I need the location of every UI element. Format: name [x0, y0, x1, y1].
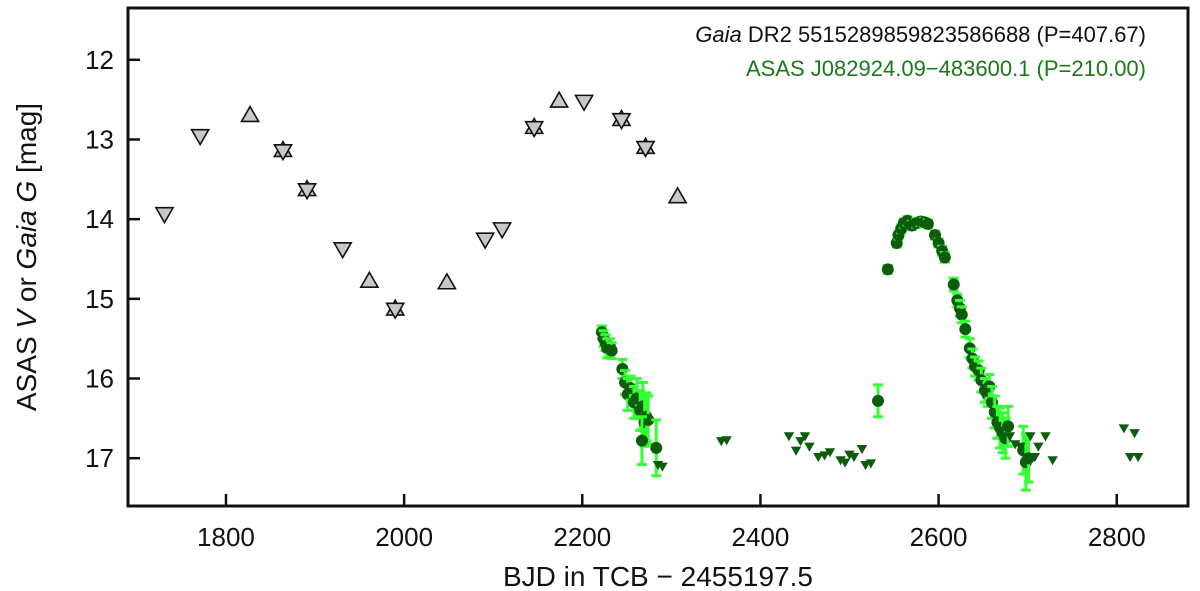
- x-tick-label: 2400: [732, 522, 790, 552]
- asas-upper-limit: [795, 437, 806, 447]
- asas-point: [635, 434, 648, 447]
- asas-upper-limit: [865, 459, 877, 469]
- asas-upper-limit: [783, 432, 795, 442]
- asas-upper-limit: [799, 432, 811, 442]
- asas-point: [938, 251, 951, 264]
- asas-upper-limit: [1015, 442, 1026, 452]
- asas-upper-limit: [1124, 453, 1136, 463]
- asas-upper-limit: [1029, 453, 1041, 463]
- y-tick-label: 12: [85, 45, 114, 75]
- legend-entry-gaia: Gaia DR2 5515289859823586688 (P=407.67): [695, 22, 1146, 47]
- asas-upper-limit: [839, 458, 851, 468]
- asas-upper-limit: [1129, 429, 1140, 439]
- data-marks: [154, 90, 1144, 492]
- asas-point: [650, 441, 663, 454]
- legend-entry-asas: ASAS J082924.09−483600.1 (P=210.00): [746, 56, 1146, 81]
- gaia-point-up: [436, 272, 457, 290]
- x-tick-label: 2200: [553, 522, 611, 552]
- y-tick-label: 17: [85, 443, 114, 473]
- gaia-point-down: [574, 94, 595, 112]
- asas-point: [1002, 420, 1015, 433]
- gaia-point-up: [240, 104, 260, 123]
- legend-asas-text: ASAS J082924.09−483600.1 (P=210.00): [746, 56, 1146, 81]
- asas-point: [881, 263, 894, 276]
- gaia-point-down: [154, 206, 175, 225]
- asas-upper-limit: [790, 446, 802, 456]
- y-tick-label: 15: [85, 284, 114, 314]
- asas-upper-limit: [1033, 442, 1044, 452]
- asas-upper-limit: [819, 451, 830, 461]
- asas-upper-limit: [1009, 440, 1021, 450]
- y-axis: 12 13 14 15 16 17: [85, 45, 140, 473]
- asas-point: [605, 344, 618, 357]
- gaia-point-down: [332, 241, 353, 260]
- gaia-point-star: [385, 298, 406, 320]
- x-axis: 1800 2000 2200 2400 2600 2800: [197, 494, 1146, 552]
- y-tick-label: 13: [85, 124, 114, 154]
- asas-upper-limit: [1118, 424, 1130, 434]
- gaia-point-star: [635, 136, 656, 159]
- gaia-point-star: [297, 179, 317, 201]
- asas-point: [955, 308, 968, 321]
- asas-upper-limit: [813, 453, 824, 463]
- x-tick-label: 2600: [910, 522, 968, 552]
- y-axis-title-part-3: or: [11, 269, 42, 309]
- asas-upper-limit: [1047, 456, 1058, 466]
- legend-gaia-italic: Gaia: [695, 22, 741, 47]
- asas-upper-limit: [848, 453, 860, 463]
- x-tick-label: 1800: [197, 522, 255, 552]
- asas-point: [872, 394, 885, 407]
- asas-point: [959, 323, 972, 336]
- y-tick-label: 14: [85, 204, 114, 234]
- asas-upper-limit: [835, 456, 846, 466]
- asas-upper-limit: [657, 462, 668, 472]
- y-tick-label: 16: [85, 364, 114, 394]
- gaia-point-up: [667, 186, 688, 204]
- gaia-point-star: [524, 116, 545, 139]
- asas-upper-limit: [1025, 432, 1036, 442]
- x-tick-label: 2800: [1088, 522, 1146, 552]
- gaia-point-down: [190, 128, 211, 147]
- asas-upper-limit: [856, 445, 868, 455]
- y-axis-title-part-2: V: [11, 308, 42, 329]
- asas-upper-limit: [1040, 432, 1051, 442]
- asas-upper-limit: [844, 450, 855, 460]
- gaia-point-down: [492, 222, 513, 240]
- x-tick-label: 2000: [375, 522, 433, 552]
- x-axis-title: BJD in TCB − 2455197.5: [503, 561, 813, 591]
- asas-upper-limit: [1004, 432, 1016, 442]
- legend-gaia-text: DR2 5515289859823586688 (P=407.67): [742, 22, 1146, 47]
- plot-frame: [126, 6, 1190, 508]
- legend: Gaia DR2 5515289859823586688 (P=407.67) …: [695, 22, 1146, 81]
- asas-upper-limit: [1132, 453, 1144, 463]
- y-axis-title-part-1: ASAS: [11, 329, 42, 411]
- asas-point: [947, 278, 960, 291]
- asas-upper-limit: [824, 448, 836, 458]
- y-axis-title-part-4: Gaia G: [11, 181, 42, 270]
- asas-upper-limit: [804, 442, 815, 452]
- y-axis-title: ASAS V or Gaia G [mag]: [11, 103, 42, 411]
- asas-point: [921, 217, 934, 230]
- y-axis-title-part-5: [mag]: [11, 103, 42, 181]
- gaia-point-star: [611, 108, 632, 131]
- gaia-point-star: [273, 140, 293, 162]
- gaia-point-down: [475, 232, 496, 250]
- asas-upper-limit: [721, 436, 732, 446]
- gaia-point-up: [359, 270, 380, 288]
- gaia-point-up: [549, 90, 570, 108]
- asas-point: [616, 362, 629, 375]
